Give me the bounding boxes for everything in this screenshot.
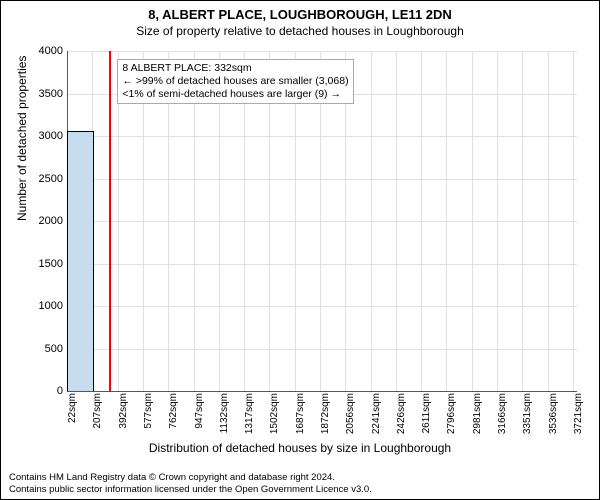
y-tick-label: 2000 [39, 215, 63, 227]
histogram-bar [67, 131, 94, 391]
x-tick-label: 577sqm [143, 393, 154, 429]
x-tick-label: 2426sqm [396, 393, 407, 434]
chart-container: 8, ALBERT PLACE, LOUGHBOROUGH, LE11 2DN … [0, 0, 600, 500]
y-tick-label: 2500 [39, 173, 63, 185]
gridline-vertical [497, 51, 498, 391]
y-tick-label: 500 [45, 343, 63, 355]
gridline-vertical [396, 51, 397, 391]
x-axis-label: Distribution of detached houses by size … [1, 441, 599, 455]
x-tick-label: 1502sqm [269, 393, 280, 434]
x-tick-label: 3351sqm [522, 393, 533, 434]
gridline-vertical [573, 51, 574, 391]
x-tick-label: 2611sqm [421, 393, 432, 433]
x-tick-label: 947sqm [194, 393, 205, 429]
footer-line-1: Contains HM Land Registry data © Crown c… [9, 472, 372, 483]
footer-attribution: Contains HM Land Registry data © Crown c… [9, 472, 372, 495]
y-tick-label: 1500 [39, 258, 63, 270]
x-tick-label: 2241sqm [371, 393, 382, 434]
y-tick-label: 0 [57, 385, 63, 397]
x-tick-label: 3536sqm [548, 393, 559, 434]
x-tick-label: 762sqm [168, 393, 179, 429]
gridline-vertical [548, 51, 549, 391]
x-tick-label: 3166sqm [497, 393, 508, 434]
x-tick-label: 1687sqm [295, 393, 306, 434]
x-tick-label: 2056sqm [345, 393, 356, 434]
property-marker-line [109, 51, 111, 391]
gridline-vertical [371, 51, 372, 391]
chart-area: 0500100015002000250030003500400022sqm207… [67, 51, 577, 391]
gridline-vertical [472, 51, 473, 391]
x-tick-label: 207sqm [92, 393, 103, 429]
y-tick-label: 1000 [39, 300, 63, 312]
x-tick-label: 1317sqm [244, 393, 255, 434]
annotation-box: 8 ALBERT PLACE: 332sqm← >99% of detached… [117, 59, 353, 104]
chart-title: 8, ALBERT PLACE, LOUGHBOROUGH, LE11 2DN [1, 7, 599, 22]
annotation-line-2: ← >99% of detached houses are smaller (3… [122, 75, 348, 88]
annotation-line-1: 8 ALBERT PLACE: 332sqm [122, 62, 348, 75]
annotation-line-3: <1% of semi-detached houses are larger (… [122, 88, 348, 101]
footer-line-2: Contains public sector information licen… [9, 484, 372, 495]
gridline-vertical [446, 51, 447, 391]
x-tick-label: 392sqm [118, 393, 129, 429]
y-tick-label: 4000 [39, 45, 63, 57]
x-tick-label: 1132sqm [219, 393, 230, 433]
x-tick-label: 2796sqm [446, 393, 457, 434]
x-tick-label: 2981sqm [472, 393, 483, 434]
gridline-horizontal [67, 391, 577, 392]
x-tick-label: 22sqm [67, 393, 78, 423]
x-tick-label: 1872sqm [320, 393, 331, 434]
gridline-vertical [522, 51, 523, 391]
x-tick-label: 3721sqm [573, 393, 584, 434]
chart-subtitle: Size of property relative to detached ho… [1, 24, 599, 38]
y-tick-label: 3500 [39, 88, 63, 100]
y-axis-label: Number of detached properties [15, 56, 29, 221]
y-tick-label: 3000 [39, 130, 63, 142]
gridline-vertical [421, 51, 422, 391]
plot-area: 0500100015002000250030003500400022sqm207… [67, 51, 577, 391]
